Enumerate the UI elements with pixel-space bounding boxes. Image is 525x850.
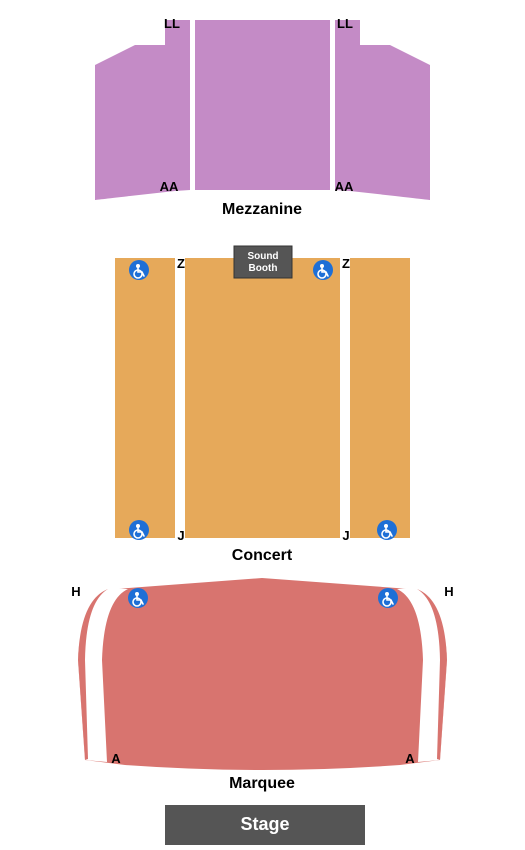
mezzanine-left-section[interactable] xyxy=(95,20,190,200)
marquee-label: Marquee xyxy=(229,775,295,792)
row-label: AA xyxy=(335,179,354,194)
row-label: A xyxy=(111,751,121,766)
sound-booth-label: Booth xyxy=(249,263,278,274)
stage-label: Stage xyxy=(240,814,289,834)
concert-right-section[interactable] xyxy=(350,258,410,538)
mezzanine-label: Mezzanine xyxy=(222,201,302,218)
row-label: LL xyxy=(337,16,353,31)
row-label: J xyxy=(342,528,349,543)
row-label: H xyxy=(71,584,80,599)
row-label: H xyxy=(444,584,453,599)
mezzanine-center-section[interactable] xyxy=(195,20,330,190)
mezzanine-right-section[interactable] xyxy=(335,20,430,200)
row-label: AA xyxy=(160,179,179,194)
seating-chart: MezzanineLLLLAAAASoundBoothConcertZZJJMa… xyxy=(0,0,525,850)
sound-booth-label: Sound xyxy=(247,251,278,262)
row-label: Z xyxy=(342,256,350,271)
row-label: J xyxy=(177,528,184,543)
row-label: A xyxy=(405,751,415,766)
concert-left-section[interactable] xyxy=(115,258,175,538)
concert-center-section[interactable] xyxy=(185,258,340,538)
row-label: Z xyxy=(177,256,185,271)
concert-label: Concert xyxy=(232,547,293,564)
row-label: LL xyxy=(164,16,180,31)
